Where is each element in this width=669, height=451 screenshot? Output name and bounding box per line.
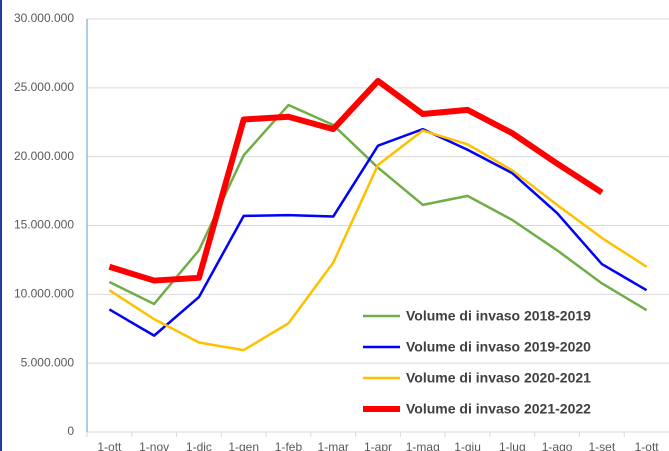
x-tick-label: 1-mar [318, 440, 349, 451]
x-tick-label: 1-mag [406, 440, 440, 451]
x-tick-label: 1-feb [275, 440, 303, 451]
y-tick-label: 25.000.000 [14, 80, 74, 94]
y-tick-label: 20.000.000 [14, 149, 74, 163]
y-tick-label: 30.000.000 [14, 11, 74, 25]
y-tick-label: 10.000.000 [14, 287, 74, 301]
x-tick-label: 1-ott [97, 440, 122, 451]
series-line [108, 129, 648, 352]
legend-label: Volume di invaso 2019-2020 [406, 339, 591, 355]
legend-label: Volume di invaso 2020-2021 [406, 370, 591, 386]
x-tick-label: 1-dic [186, 440, 212, 451]
legend-label: Volume di invaso 2018-2019 [406, 308, 591, 324]
x-tick-label: 1-gen [228, 440, 259, 451]
y-tick-label: 5.000.000 [21, 355, 75, 369]
x-tick-label: 1-giu [454, 440, 481, 451]
x-tick-label: 1-ago [542, 440, 573, 451]
y-tick-label: 15.000.000 [14, 218, 74, 232]
x-tick-label: 1-apr [364, 440, 392, 451]
x-tick-label: 1-nov [139, 440, 169, 451]
series-line [108, 127, 648, 337]
x-tick-label: 1-lug [499, 440, 526, 451]
series-line [108, 77, 604, 284]
legend-label: Volume di invaso 2021-2022 [406, 401, 591, 417]
x-tick-label: 1-ott [635, 440, 660, 451]
x-tick-label: 1-set [589, 440, 616, 451]
y-tick-label: 0 [67, 424, 74, 438]
